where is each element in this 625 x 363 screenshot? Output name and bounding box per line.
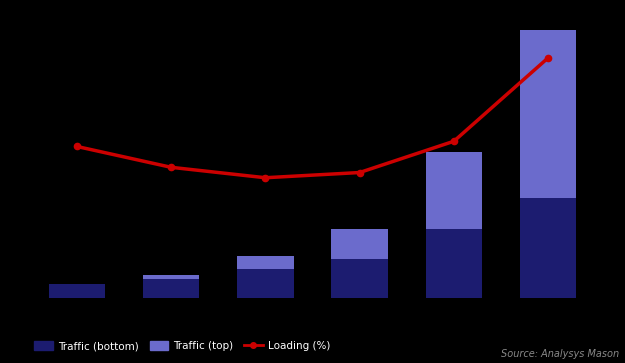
Bar (143, 275, 199, 278)
Bar (520, 198, 576, 298)
Bar (143, 278, 199, 298)
Bar (237, 256, 294, 269)
Bar (426, 229, 482, 298)
Bar (49, 284, 105, 298)
Legend: Traffic (bottom), Traffic (top), Loading (%): Traffic (bottom), Traffic (top), Loading… (30, 337, 334, 355)
Bar (331, 260, 388, 298)
Bar (237, 269, 294, 298)
Text: Source: Analysys Mason: Source: Analysys Mason (501, 349, 619, 359)
Bar (331, 229, 388, 260)
Bar (520, 30, 576, 198)
Bar (426, 152, 482, 229)
